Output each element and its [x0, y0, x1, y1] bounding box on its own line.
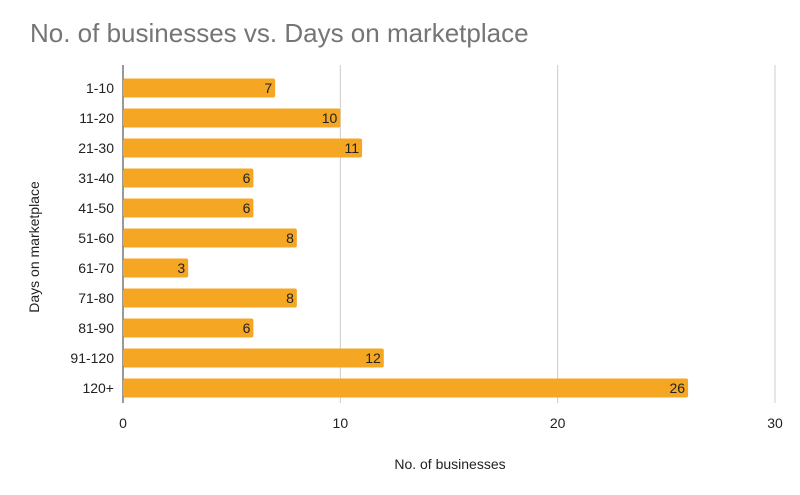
- category-label: 120+: [82, 380, 114, 396]
- data-label: 6: [243, 170, 251, 186]
- category-label: 41-50: [78, 200, 114, 216]
- category-label: 61-70: [78, 260, 114, 276]
- data-label: 12: [365, 350, 381, 366]
- x-axis-label: No. of businesses: [394, 456, 505, 472]
- bar-1-10: [123, 78, 276, 98]
- bar-61-70: [123, 258, 189, 278]
- bar-41-50: [123, 198, 254, 218]
- category-label: 91-120: [70, 350, 114, 366]
- data-label: 11: [345, 140, 360, 156]
- data-label: 10: [322, 110, 338, 126]
- category-label: 31-40: [78, 170, 114, 186]
- data-label: 8: [286, 230, 294, 246]
- x-axis-tick-labels: 0 10 20 30: [119, 415, 783, 431]
- data-label: 3: [177, 260, 185, 276]
- x-tick-label: 20: [550, 415, 566, 431]
- bar-71-80: [123, 288, 297, 308]
- data-label: 6: [243, 200, 251, 216]
- x-tick-label: 0: [119, 415, 127, 431]
- category-label: 1-10: [86, 80, 114, 96]
- bar-51-60: [123, 228, 297, 248]
- data-label: 8: [286, 290, 294, 306]
- data-label: 7: [264, 80, 272, 96]
- bar-21-30: [123, 138, 363, 158]
- bar-120+: [123, 378, 689, 398]
- bar-91-120: [123, 348, 384, 368]
- bar-31-40: [123, 168, 254, 188]
- bar-11-20: [123, 108, 341, 128]
- category-label: 11-20: [79, 110, 114, 126]
- category-label: 21-30: [78, 140, 114, 156]
- data-label: 6: [243, 320, 251, 336]
- y-axis-tick-labels: 1-10 11-20 21-30 31-40 41-50 51-60 61-70 71-80 8…: [70, 80, 114, 396]
- bar-81-90: [123, 318, 254, 338]
- x-tick-label: 10: [333, 415, 349, 431]
- bars: [123, 78, 689, 398]
- category-label: 81-90: [78, 320, 114, 336]
- data-label: 26: [669, 380, 685, 396]
- data-labels: 7 10 11 6 6 8 3 8 6 12 26: [177, 80, 685, 396]
- category-label: 51-60: [78, 230, 114, 246]
- y-axis-label: Days on marketplace: [26, 181, 42, 313]
- category-label: 71-80: [78, 290, 114, 306]
- x-tick-label: 30: [767, 415, 783, 431]
- chart-title: No. of businesses vs. Days on marketplac…: [30, 18, 529, 48]
